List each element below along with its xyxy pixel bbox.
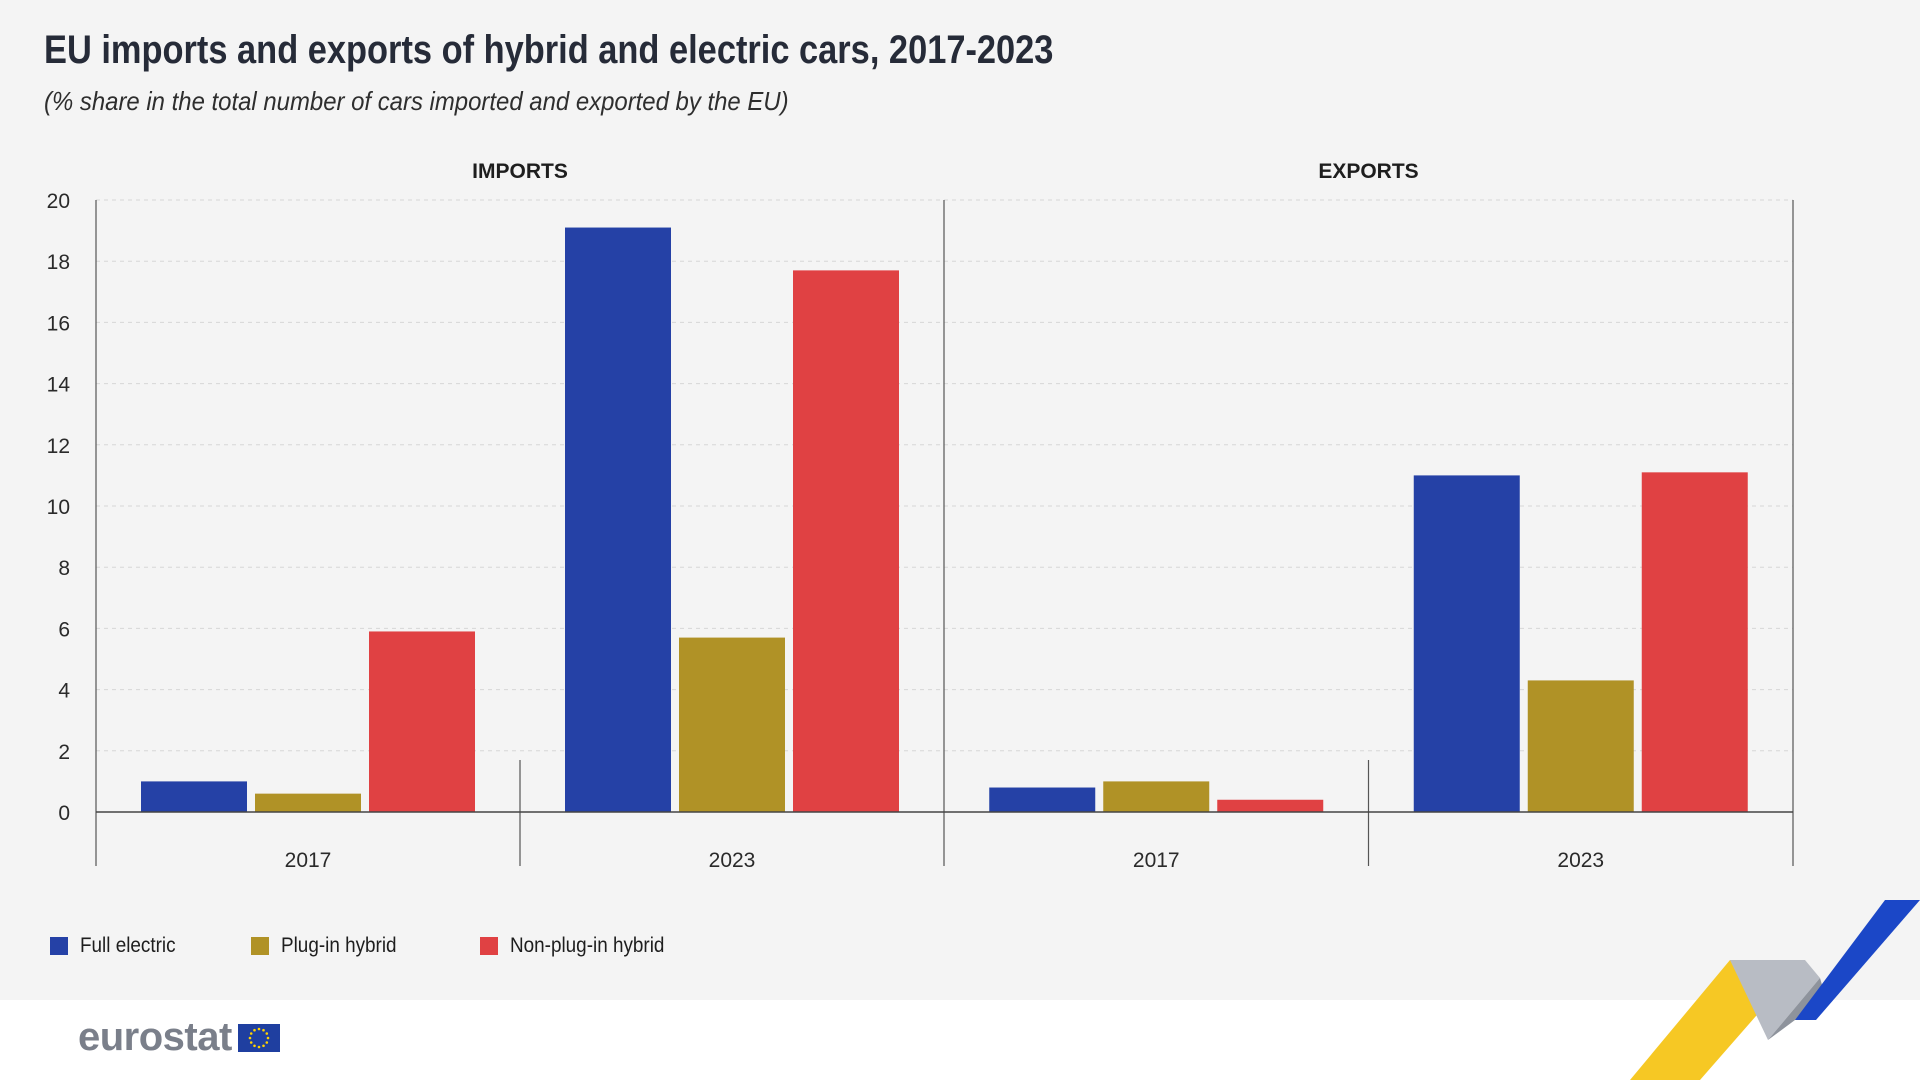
bar	[793, 270, 899, 812]
legend-item-plug-in-hybrid: Plug-in hybrid	[251, 934, 480, 958]
y-tick-label: 16	[47, 312, 70, 335]
bar	[679, 637, 785, 812]
bar	[255, 793, 361, 812]
legend-label: Full electric	[80, 934, 176, 957]
bar	[1103, 781, 1210, 812]
panel-title: EXPORTS	[1318, 160, 1418, 183]
y-tick-label: 0	[58, 802, 70, 825]
eu-flag-icon	[237, 1023, 280, 1052]
x-tick-label: 2017	[1133, 849, 1180, 872]
bar	[369, 631, 475, 812]
decorative-ribbon	[1630, 900, 1920, 1080]
bar-chart: 0 2 4 6 8 10 12 14 16 18 20 IMPORTS 2017 2023 EXPORTS 2…	[47, 160, 1794, 872]
bar	[1413, 475, 1520, 812]
legend-swatch-non-plug-in-hybrid	[480, 937, 498, 955]
y-tick-label: 6	[58, 618, 70, 641]
y-tick-label: 8	[58, 557, 70, 580]
chart-subtitle: (% share in the total number of cars imp…	[44, 86, 789, 116]
y-tick-label: 20	[47, 190, 70, 213]
legend-swatch-plug-in-hybrid	[251, 937, 269, 955]
brand-name: eurostat	[78, 1015, 232, 1059]
chart-title: EU imports and exports of hybrid and ele…	[44, 28, 1054, 72]
x-tick-label: 2023	[1557, 849, 1604, 872]
y-tick-label: 18	[47, 251, 70, 274]
x-tick-label: 2017	[285, 849, 332, 872]
bar	[565, 227, 671, 813]
chart-panel	[0, 0, 1920, 1000]
legend-swatch-full-electric	[50, 937, 68, 955]
legend-label: Plug-in hybrid	[281, 934, 397, 957]
y-tick-label: 12	[47, 435, 70, 458]
bar	[1217, 799, 1324, 812]
y-tick-label: 2	[58, 741, 70, 764]
legend-item-non-plug-in-hybrid: Non-plug-in hybrid	[480, 934, 740, 958]
panel-title: IMPORTS	[472, 160, 568, 183]
bar	[1641, 472, 1748, 812]
legend-label: Non-plug-in hybrid	[510, 934, 665, 957]
eurostat-logo: eurostat	[78, 1015, 280, 1060]
bar	[989, 787, 1096, 812]
y-tick-label: 4	[58, 680, 70, 703]
legend-item-full-electric: Full electric	[50, 934, 251, 958]
legend: Full electric Plug-in hybrid Non-plug-in…	[50, 934, 740, 958]
x-tick-label: 2023	[709, 849, 756, 872]
bar	[141, 781, 247, 812]
y-tick-label: 10	[47, 496, 70, 519]
y-tick-label: 14	[47, 374, 71, 397]
bar	[1527, 680, 1634, 812]
